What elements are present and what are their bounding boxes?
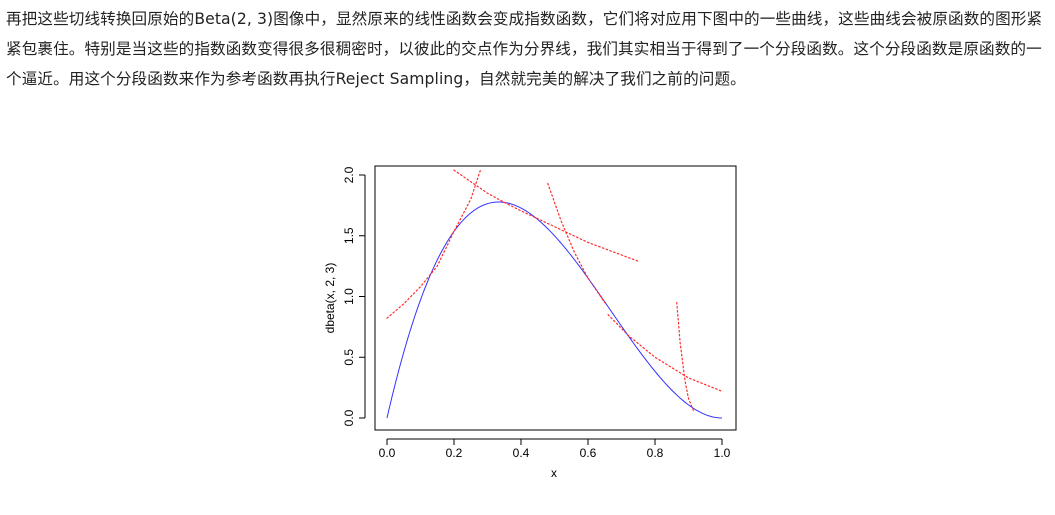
x-tick-label-3: 0.6 xyxy=(580,446,597,460)
y-tick-label-2: 1.0 xyxy=(342,288,356,305)
beta-density-plot: 0.0 0.2 0.4 0.6 0.8 1.0 0.0 0.5 1.0 1.5 2.0 x dbe… xyxy=(323,165,737,480)
figure: 0.0 0.2 0.4 0.6 0.8 1.0 0.0 0.5 1.0 1.5 2.0 x dbe… xyxy=(318,150,748,490)
y-axis-label: dbeta(x, 2, 3) xyxy=(323,263,337,334)
article: 再把这些切线转换回原始的Beta(2, 3)图像中，显然原来的线性函数会变成指数… xyxy=(6,4,1051,94)
tangent-curve-4 xyxy=(607,314,723,392)
y-tick-label-3: 1.5 xyxy=(342,227,356,244)
beta-density-curve xyxy=(386,201,723,419)
x-tick-label-1: 0.2 xyxy=(446,446,463,460)
tangent-curve-5 xyxy=(676,301,695,412)
y-tick-label-0: 0.0 xyxy=(342,409,356,426)
y-axis: 0.0 0.5 1.0 1.5 2.0 xyxy=(342,166,366,426)
tangent-curve-2 xyxy=(453,169,639,262)
y-tick-label-4: 2.0 xyxy=(342,166,356,183)
paragraph: 再把这些切线转换回原始的Beta(2, 3)图像中，显然原来的线性函数会变成指数… xyxy=(6,10,1043,88)
tangent-curve-3 xyxy=(547,182,606,304)
y-tick-label-1: 0.5 xyxy=(342,349,356,366)
x-tick-label-5: 1.0 xyxy=(714,446,731,460)
tangent-curve-1 xyxy=(386,168,482,319)
x-tick-label-4: 0.8 xyxy=(647,446,664,460)
x-tick-label-2: 0.4 xyxy=(513,446,530,460)
plot-frame xyxy=(374,165,737,431)
x-tick-label-0: 0.0 xyxy=(379,446,396,460)
x-axis: 0.0 0.2 0.4 0.6 0.8 1.0 xyxy=(379,438,731,460)
x-axis-label: x xyxy=(551,466,557,480)
curves xyxy=(386,168,723,419)
